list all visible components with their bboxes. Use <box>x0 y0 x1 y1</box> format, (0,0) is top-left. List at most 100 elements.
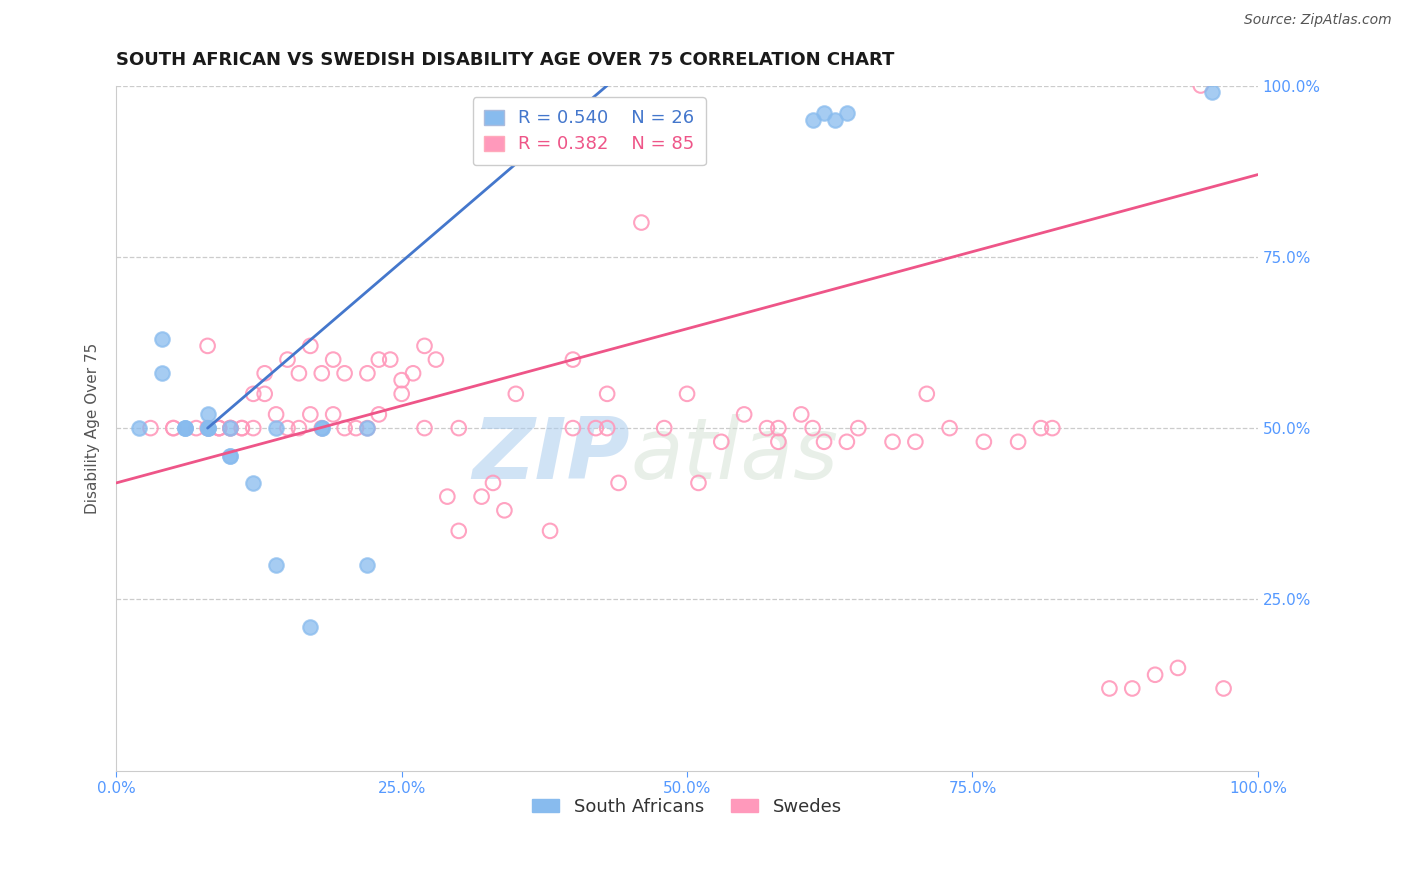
Point <box>197 339 219 353</box>
Point <box>288 421 311 435</box>
Point <box>299 339 322 353</box>
Point <box>311 366 333 380</box>
Point <box>299 408 322 422</box>
Point <box>710 434 733 449</box>
Point <box>276 421 298 435</box>
Legend: South Africans, Swedes: South Africans, Swedes <box>524 791 849 823</box>
Point <box>219 421 242 435</box>
Point <box>733 408 755 422</box>
Point <box>585 421 607 435</box>
Point <box>139 421 162 435</box>
Point <box>561 352 583 367</box>
Text: atlas: atlas <box>630 414 838 497</box>
Point <box>231 421 253 435</box>
Point <box>425 352 447 367</box>
Point <box>1098 681 1121 696</box>
Point <box>356 421 378 435</box>
Point <box>219 421 242 435</box>
Point <box>197 421 219 435</box>
Point <box>1189 78 1212 93</box>
Point <box>219 421 242 435</box>
Point <box>1212 681 1234 696</box>
Point <box>413 421 436 435</box>
Point <box>356 558 378 573</box>
Point <box>1201 86 1223 100</box>
Point <box>1121 681 1143 696</box>
Point <box>197 421 219 435</box>
Point <box>790 408 813 422</box>
Point <box>835 434 858 449</box>
Point <box>391 373 413 387</box>
Point <box>253 387 276 401</box>
Point <box>197 421 219 435</box>
Point <box>173 421 195 435</box>
Point <box>322 352 344 367</box>
Point <box>322 408 344 422</box>
Point <box>197 408 219 422</box>
Point <box>973 434 995 449</box>
Point <box>676 387 699 401</box>
Point <box>311 421 333 435</box>
Point <box>768 434 790 449</box>
Point <box>813 434 835 449</box>
Point <box>231 421 253 435</box>
Point <box>471 490 494 504</box>
Point <box>219 421 242 435</box>
Point <box>219 449 242 463</box>
Point <box>333 421 356 435</box>
Point <box>173 421 195 435</box>
Point <box>413 339 436 353</box>
Point <box>173 421 195 435</box>
Point <box>367 408 389 422</box>
Point <box>482 475 505 490</box>
Point <box>162 421 184 435</box>
Point <box>1167 661 1189 675</box>
Point <box>938 421 960 435</box>
Point <box>1144 667 1167 681</box>
Text: SOUTH AFRICAN VS SWEDISH DISABILITY AGE OVER 75 CORRELATION CHART: SOUTH AFRICAN VS SWEDISH DISABILITY AGE … <box>117 51 894 69</box>
Point <box>630 215 652 229</box>
Point <box>253 366 276 380</box>
Point <box>333 366 356 380</box>
Point <box>128 421 150 435</box>
Point <box>561 421 583 435</box>
Point <box>299 620 322 634</box>
Point <box>607 475 630 490</box>
Point <box>596 387 619 401</box>
Point <box>494 503 516 517</box>
Point <box>596 421 619 435</box>
Point <box>186 421 208 435</box>
Point <box>208 421 231 435</box>
Point <box>835 106 858 120</box>
Point <box>688 475 710 490</box>
Point <box>276 352 298 367</box>
Point <box>356 366 378 380</box>
Point <box>505 387 527 401</box>
Point <box>904 434 927 449</box>
Point <box>264 408 287 422</box>
Point <box>652 421 675 435</box>
Point <box>242 421 264 435</box>
Point <box>1040 421 1063 435</box>
Text: ZIP: ZIP <box>472 414 630 497</box>
Point <box>219 449 242 463</box>
Point <box>538 524 561 538</box>
Point <box>242 387 264 401</box>
Point <box>197 421 219 435</box>
Text: Source: ZipAtlas.com: Source: ZipAtlas.com <box>1244 13 1392 28</box>
Point <box>242 475 264 490</box>
Point <box>447 421 470 435</box>
Point <box>162 421 184 435</box>
Point <box>264 421 287 435</box>
Point <box>1007 434 1029 449</box>
Point <box>311 421 333 435</box>
Point <box>150 332 173 346</box>
Point <box>915 387 938 401</box>
Point <box>768 421 790 435</box>
Point <box>380 352 402 367</box>
Point <box>402 366 425 380</box>
Point <box>208 421 231 435</box>
Point <box>755 421 778 435</box>
Point <box>846 421 869 435</box>
Point <box>1029 421 1052 435</box>
